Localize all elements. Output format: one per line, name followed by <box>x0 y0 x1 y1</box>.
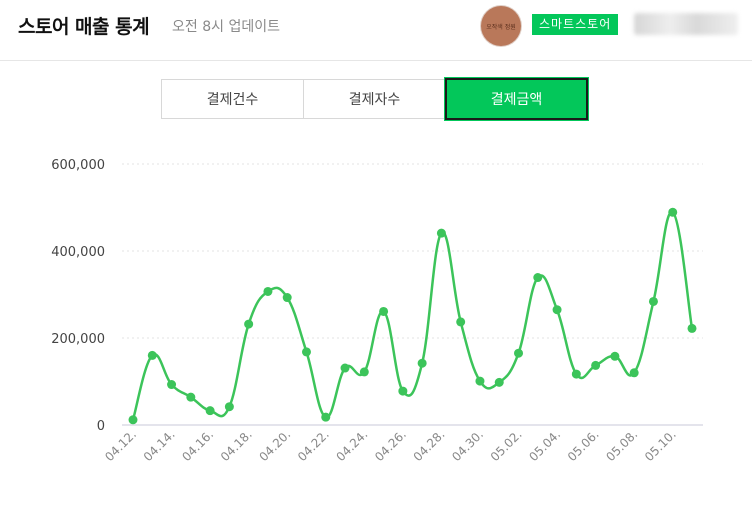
x-tick-label: 04.26. <box>372 427 409 464</box>
metric-tabs: 결제건수 결제자수 결제금액 <box>161 78 592 121</box>
y-tick-label: 200,000 <box>51 332 105 347</box>
data-point[interactable] <box>533 273 543 283</box>
tab-payment-amount[interactable]: 결제금액 <box>445 78 588 120</box>
x-tick-label: 04.30. <box>449 427 486 464</box>
x-tick-label: 05.10. <box>642 427 679 464</box>
data-point[interactable] <box>417 358 427 368</box>
x-tick-label: 04.24. <box>334 427 371 464</box>
data-point[interactable] <box>552 305 562 315</box>
sales-line-chart: 0 200,000 400,000 600,000 04.12. 04.14. 04.16.… <box>51 158 703 464</box>
data-point[interactable] <box>224 402 234 412</box>
data-point[interactable] <box>359 367 369 377</box>
data-point[interactable] <box>571 369 581 379</box>
data-point[interactable] <box>494 377 504 387</box>
data-point[interactable] <box>128 415 138 425</box>
x-tick-label: 04.22. <box>295 427 332 464</box>
x-tick-label: 04.16. <box>179 427 216 464</box>
data-point[interactable] <box>205 406 215 416</box>
series-line-payment-amount <box>131 211 694 421</box>
data-point[interactable] <box>379 306 389 316</box>
data-point[interactable] <box>610 351 620 361</box>
data-point[interactable] <box>340 363 350 373</box>
x-tick-label: 05.04. <box>526 427 563 464</box>
data-point[interactable] <box>591 360 601 370</box>
x-tick-label: 05.02. <box>488 427 525 464</box>
data-point[interactable] <box>629 368 639 378</box>
data-point[interactable] <box>282 293 292 303</box>
x-tick-label: 05.06. <box>565 427 602 464</box>
x-tick-label: 04.12. <box>102 427 139 464</box>
data-point[interactable] <box>321 412 331 422</box>
x-tick-label: 05.08. <box>603 427 640 464</box>
data-point[interactable] <box>263 286 273 296</box>
header-bar: 스토어 매출 통계 오전 8시 업데이트 오작색 정원 스마트스토어 <box>0 0 752 61</box>
update-time-text: 오전 8시 업데이트 <box>172 19 280 35</box>
page-title: 스토어 매출 통계 <box>18 16 150 38</box>
x-tick-label: 04.18. <box>218 427 255 464</box>
data-point[interactable] <box>475 376 485 386</box>
data-point[interactable] <box>687 323 697 333</box>
tab-payment-count[interactable]: 결제건수 <box>161 79 304 119</box>
x-tick-label: 04.14. <box>141 427 178 464</box>
y-tick-label: 0 <box>97 419 105 434</box>
avatar-logo-text: 오작색 정원 <box>486 23 516 31</box>
data-point[interactable] <box>514 348 524 358</box>
data-point[interactable] <box>186 392 196 402</box>
y-tick-label: 600,000 <box>51 158 105 173</box>
y-tick-label: 400,000 <box>51 245 105 260</box>
data-point[interactable] <box>668 207 678 217</box>
x-tick-label: 04.28. <box>411 427 448 464</box>
data-point[interactable] <box>244 319 254 329</box>
data-point[interactable] <box>436 228 446 238</box>
tab-payer-count[interactable]: 결제자수 <box>303 79 446 119</box>
data-point[interactable] <box>301 347 311 357</box>
smartstore-badge: 스마트스토어 <box>532 14 619 35</box>
data-point[interactable] <box>398 386 408 396</box>
data-point[interactable] <box>147 350 157 360</box>
x-tick-label: 04.20. <box>256 427 293 464</box>
store-name-blurred <box>634 13 738 35</box>
store-avatar[interactable]: 오작색 정원 <box>481 6 521 46</box>
data-point[interactable] <box>456 317 466 327</box>
data-point[interactable] <box>648 296 658 306</box>
data-point[interactable] <box>167 380 177 390</box>
